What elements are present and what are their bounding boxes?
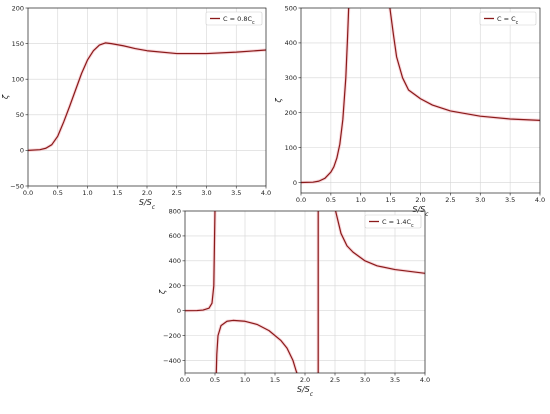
x-tick-label: 0.0 bbox=[23, 189, 33, 197]
legend-label: C = Cc bbox=[497, 15, 519, 26]
y-tick-label: 800 bbox=[169, 207, 181, 215]
x-tick-label: 3.0 bbox=[475, 196, 485, 204]
y-tick-label: 300 bbox=[285, 74, 297, 82]
series-line bbox=[301, 8, 350, 184]
x-tick-label: 3.0 bbox=[360, 376, 370, 384]
x-tick-label: 1.5 bbox=[112, 189, 122, 197]
chart-1: 0.0 0.5 1.0 1.5 2.0 2.5 3.0 3.5 4.0 −50 0 50 100 150 2… bbox=[1, 4, 271, 210]
y-tick-label: −200 bbox=[163, 332, 181, 340]
x-tick-label: 1.0 bbox=[82, 189, 92, 197]
x-tick-label: 3.5 bbox=[390, 376, 400, 384]
legend-box bbox=[364, 214, 422, 229]
y-axis-label: ζ bbox=[158, 289, 167, 295]
series-line-glow bbox=[185, 211, 217, 313]
y-tick-label: 200 bbox=[169, 282, 181, 290]
y-tick-label: −50 bbox=[10, 182, 24, 190]
x-axis-label: S/Sc bbox=[297, 385, 314, 398]
x-axis-label: S/Sc bbox=[412, 205, 429, 218]
x-tick-label: 2.0 bbox=[415, 196, 425, 204]
series-line bbox=[389, 8, 540, 121]
series-line bbox=[28, 42, 266, 151]
legend-box bbox=[479, 11, 537, 26]
y-tick-label: −400 bbox=[163, 357, 181, 365]
plot-frame bbox=[300, 7, 541, 194]
x-tick-label: 2.0 bbox=[142, 189, 152, 197]
chart-3: 0.0 0.5 1.0 1.5 2.0 2.5 3.0 3.5 4.0 −400 −200 0 200 4… bbox=[158, 207, 430, 397]
x-tick-label: 2.5 bbox=[172, 189, 182, 197]
y-tick-label: 400 bbox=[285, 39, 297, 47]
y-tick-label: 150 bbox=[12, 40, 24, 48]
x-tick-label: 0.0 bbox=[180, 376, 190, 384]
y-tick-label: 500 bbox=[285, 4, 297, 12]
x-tick-label: 0.5 bbox=[53, 189, 63, 197]
x-tick-label: 3.5 bbox=[505, 196, 515, 204]
y-tick-label: 200 bbox=[12, 4, 24, 12]
y-tick-label: 100 bbox=[12, 76, 24, 84]
x-tick-label: 2.5 bbox=[445, 196, 455, 204]
y-tick-label: 600 bbox=[169, 232, 181, 240]
x-tick-label: 1.0 bbox=[240, 376, 250, 384]
y-tick-label: 100 bbox=[285, 144, 297, 152]
x-tick-label: 0.5 bbox=[210, 376, 220, 384]
y-axis-label: ζ bbox=[1, 94, 10, 100]
x-tick-label: 0.5 bbox=[326, 196, 336, 204]
x-tick-label: 4.0 bbox=[535, 196, 545, 204]
y-tick-label: 50 bbox=[16, 111, 24, 119]
series-line-glow bbox=[214, 318, 299, 373]
chart-2: 0.0 0.5 1.0 1.5 2.0 2.5 3.0 3.5 4.0 0 100 200 300 400… bbox=[274, 4, 545, 217]
series-line bbox=[215, 319, 298, 373]
series-line bbox=[334, 211, 425, 274]
y-tick-label: 400 bbox=[169, 257, 181, 265]
x-axis-label: S/Sc bbox=[139, 198, 156, 211]
x-tick-label: 3.0 bbox=[201, 189, 211, 197]
legend-label: C = 1.4Cc bbox=[382, 218, 414, 229]
x-tick-label: 4.0 bbox=[261, 189, 271, 197]
x-tick-label: 2.0 bbox=[300, 376, 310, 384]
x-tick-label: 3.5 bbox=[231, 189, 241, 197]
x-tick-label: 0.0 bbox=[296, 196, 306, 204]
x-tick-label: 4.0 bbox=[420, 376, 430, 384]
x-tick-label: 1.5 bbox=[270, 376, 280, 384]
y-tick-label: 0 bbox=[293, 179, 297, 187]
series-line bbox=[185, 211, 216, 312]
y-tick-label: 0 bbox=[20, 147, 24, 155]
x-tick-label: 2.5 bbox=[330, 376, 340, 384]
plot-frame bbox=[27, 7, 267, 187]
y-tick-label: 200 bbox=[285, 109, 297, 117]
y-tick-label: 0 bbox=[177, 307, 181, 315]
series-line-glow bbox=[301, 8, 351, 185]
plot-frame bbox=[184, 210, 426, 374]
y-axis-label: ζ bbox=[274, 98, 283, 104]
legend-box bbox=[205, 11, 263, 26]
x-tick-label: 1.5 bbox=[385, 196, 395, 204]
x-tick-label: 1.0 bbox=[356, 196, 366, 204]
legend-label: C = 0.8Cc bbox=[223, 15, 255, 26]
